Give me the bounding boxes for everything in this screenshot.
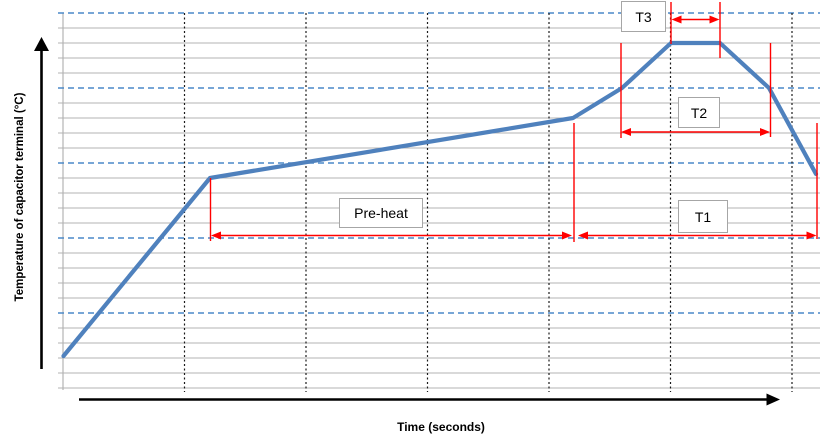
y-axis-title: Temperature of capacitor terminal (°C) [14, 92, 26, 302]
preheat-label-box: Pre-heat [339, 198, 423, 228]
temperature-curve [61, 40, 819, 359]
y-axis-arrowhead-icon [34, 37, 49, 51]
x-axis-title: Time (seconds) [397, 420, 485, 434]
t3-label-box: T3 [621, 1, 666, 32]
t2-label-box: T2 [678, 97, 720, 128]
red-dimension-annotations [209, 2, 818, 242]
axis-arrows [34, 37, 780, 406]
x-axis-arrowhead-icon [766, 393, 780, 406]
t1-label-box: T1 [678, 200, 728, 233]
threshold-dashed-lines [58, 12, 820, 314]
vertical-dashed-gridlines [183, 13, 793, 392]
